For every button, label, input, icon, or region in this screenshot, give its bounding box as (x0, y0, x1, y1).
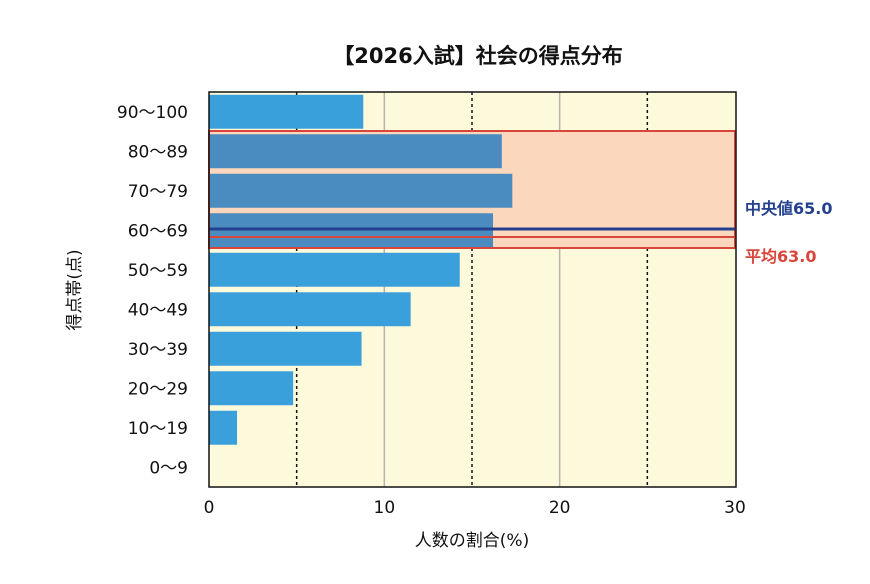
plot-frame (208, 91, 737, 488)
mean-annotation: 平均63.0 (745, 247, 816, 266)
x-tick-label: 30 (724, 498, 746, 518)
bar-8 (209, 410, 238, 445)
x-tick-label: 10 (374, 498, 396, 518)
bar-0 (209, 94, 364, 129)
chart-title: 【2026入試】社会の得点分布 (333, 44, 622, 68)
bar-2 (209, 173, 513, 208)
x-tick-labels: 0 10 20 30 (204, 498, 746, 518)
bar-5 (209, 292, 411, 327)
bar-6 (209, 331, 362, 366)
y-tick-label: 50〜59 (128, 261, 188, 281)
y-tick-label: 80〜89 (128, 142, 188, 162)
y-tick-label: 20〜29 (128, 379, 188, 399)
y-tick-label: 70〜79 (128, 182, 188, 202)
x-axis-label: 人数の割合(%) (415, 531, 529, 551)
y-tick-label: 40〜49 (128, 300, 188, 320)
bar-4 (209, 252, 460, 287)
y-tick-label: 60〜69 (128, 221, 188, 241)
y-tick-label: 30〜39 (128, 340, 188, 360)
y-tick-labels: 90〜100 80〜89 70〜79 60〜69 50〜59 40〜49 30〜39 20〜2… (117, 103, 188, 479)
y-tick-label: 10〜19 (128, 419, 188, 439)
bar-1 (209, 134, 502, 169)
x-tick-label: 20 (549, 498, 571, 518)
x-tick-label: 0 (204, 498, 215, 518)
y-tick-label: 90〜100 (117, 103, 188, 123)
bar-7 (209, 371, 294, 406)
median-annotation: 中央値65.0 (745, 199, 832, 218)
y-axis-label: 得点帯(点) (65, 249, 85, 330)
y-tick-label: 0〜9 (149, 458, 188, 478)
